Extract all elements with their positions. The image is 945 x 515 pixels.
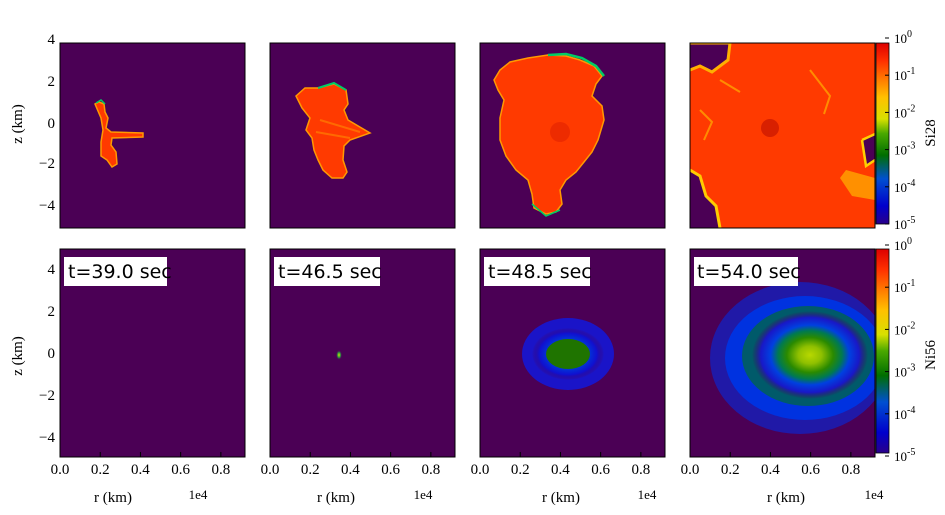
cbtick-0-3: 10-3 <box>894 141 915 158</box>
cbtick-0-4: 10-4 <box>894 178 915 195</box>
colorbar-label-si28: Si28 <box>923 119 939 147</box>
ytick-bot-2: 0 <box>48 346 56 362</box>
x-offset-3: 1e4 <box>865 487 884 502</box>
cbtick-1-5: 10-5 <box>894 447 915 464</box>
xtick-0-1: 0.2 <box>91 462 110 478</box>
si28-plume-t0 <box>94 101 144 168</box>
xtick-1-4: 0.8 <box>421 462 440 478</box>
ytick-bot-1: 2 <box>48 304 56 320</box>
y-ticks-bottom: 4 2 0 −2 −4 <box>39 262 55 446</box>
xtick-2-0: 0.0 <box>471 462 490 478</box>
xtick-0-4: 0.8 <box>211 462 230 478</box>
xtick-2-3: 0.6 <box>591 462 610 478</box>
ytick-top-3: −2 <box>39 156 55 172</box>
ytick-top-2: 0 <box>48 116 56 132</box>
time-label-0: t=39.0 sec <box>68 261 172 283</box>
xtick-3-0: 0.0 <box>681 462 700 478</box>
panel-si28-t2 <box>480 43 665 228</box>
ni56-blob-t3 <box>752 311 868 399</box>
xtick-1-2: 0.4 <box>341 462 360 478</box>
ytick-top-1: 2 <box>48 74 56 90</box>
xtick-0-0: 0.0 <box>51 462 70 478</box>
xtick-3-2: 0.4 <box>761 462 780 478</box>
colorbar-si28: 100 10-1 10-2 10-3 10-4 10-5 Si28 <box>875 29 939 232</box>
time-labels: t=39.0 sec t=46.5 sec t=48.5 sec t=54.0 … <box>64 257 801 286</box>
x-axis-label-0: r (km) <box>94 490 132 506</box>
xtick-3-1: 0.2 <box>721 462 740 478</box>
time-label-2: t=48.5 sec <box>488 261 592 283</box>
cbtick-1-0: 100 <box>894 236 912 253</box>
ytick-bot-0: 4 <box>48 262 56 278</box>
panel-si28-t0 <box>60 43 245 228</box>
xtick-1-3: 0.6 <box>381 462 400 478</box>
ytick-bot-4: −4 <box>39 430 55 446</box>
x-offset-0: 1e4 <box>189 487 208 502</box>
panel-si28-t3 <box>690 43 875 228</box>
ytick-top-0: 4 <box>48 32 56 48</box>
ni56-blob-t1 <box>336 350 342 360</box>
xtick-3-4: 0.8 <box>841 462 860 478</box>
panel-si28-t1 <box>270 43 455 228</box>
x-axis-label-2: r (km) <box>542 490 580 506</box>
ytick-bot-3: −2 <box>39 388 55 404</box>
cbtick-0-0: 100 <box>894 29 912 46</box>
time-label-3: t=54.0 sec <box>697 261 801 283</box>
x-axis-label-1: r (km) <box>317 490 355 506</box>
colorbar-label-ni56: Ni56 <box>923 340 939 371</box>
xtick-2-2: 0.4 <box>551 462 570 478</box>
xtick-2-1: 0.2 <box>511 462 530 478</box>
xtick-2-4: 0.8 <box>631 462 650 478</box>
time-label-1: t=46.5 sec <box>278 261 382 283</box>
x-ticks: 0.0 0.2 0.4 0.6 0.8 0.0 0.2 0.4 0.6 0.8 0.0 0.2 0.4 0… <box>51 452 860 478</box>
cbtick-0-2: 10-2 <box>894 103 915 120</box>
x-offset-1: 1e4 <box>414 487 433 502</box>
cbtick-1-4: 10-4 <box>894 405 915 422</box>
x-axis-labels: r (km) r (km) r (km) r (km) 1e4 1e4 1e4 … <box>94 487 884 506</box>
cbtick-0-5: 10-5 <box>894 215 915 232</box>
cbtick-0-1: 10-1 <box>894 66 915 83</box>
x-axis-label-3: r (km) <box>767 490 805 506</box>
xtick-1-1: 0.2 <box>301 462 320 478</box>
xtick-0-3: 0.6 <box>171 462 190 478</box>
cbtick-1-3: 10-3 <box>894 363 915 380</box>
x-offset-2: 1e4 <box>638 487 657 502</box>
y-axis-label-bottom: z (km) <box>10 336 26 376</box>
xtick-3-3: 0.6 <box>801 462 820 478</box>
colorbar-ni56: 100 10-1 10-2 10-3 10-4 10-5 Ni56 <box>875 236 939 464</box>
xtick-1-0: 0.0 <box>261 462 280 478</box>
cbtick-1-1: 10-1 <box>894 278 915 295</box>
ytick-top-4: −4 <box>39 198 55 214</box>
xtick-0-2: 0.4 <box>131 462 150 478</box>
y-axis-label-top: z (km) <box>10 104 26 144</box>
cbtick-1-2: 10-2 <box>894 320 915 337</box>
si28-plume-t2 <box>493 54 605 215</box>
y-ticks-top: 4 2 0 −2 −4 <box>39 32 55 214</box>
